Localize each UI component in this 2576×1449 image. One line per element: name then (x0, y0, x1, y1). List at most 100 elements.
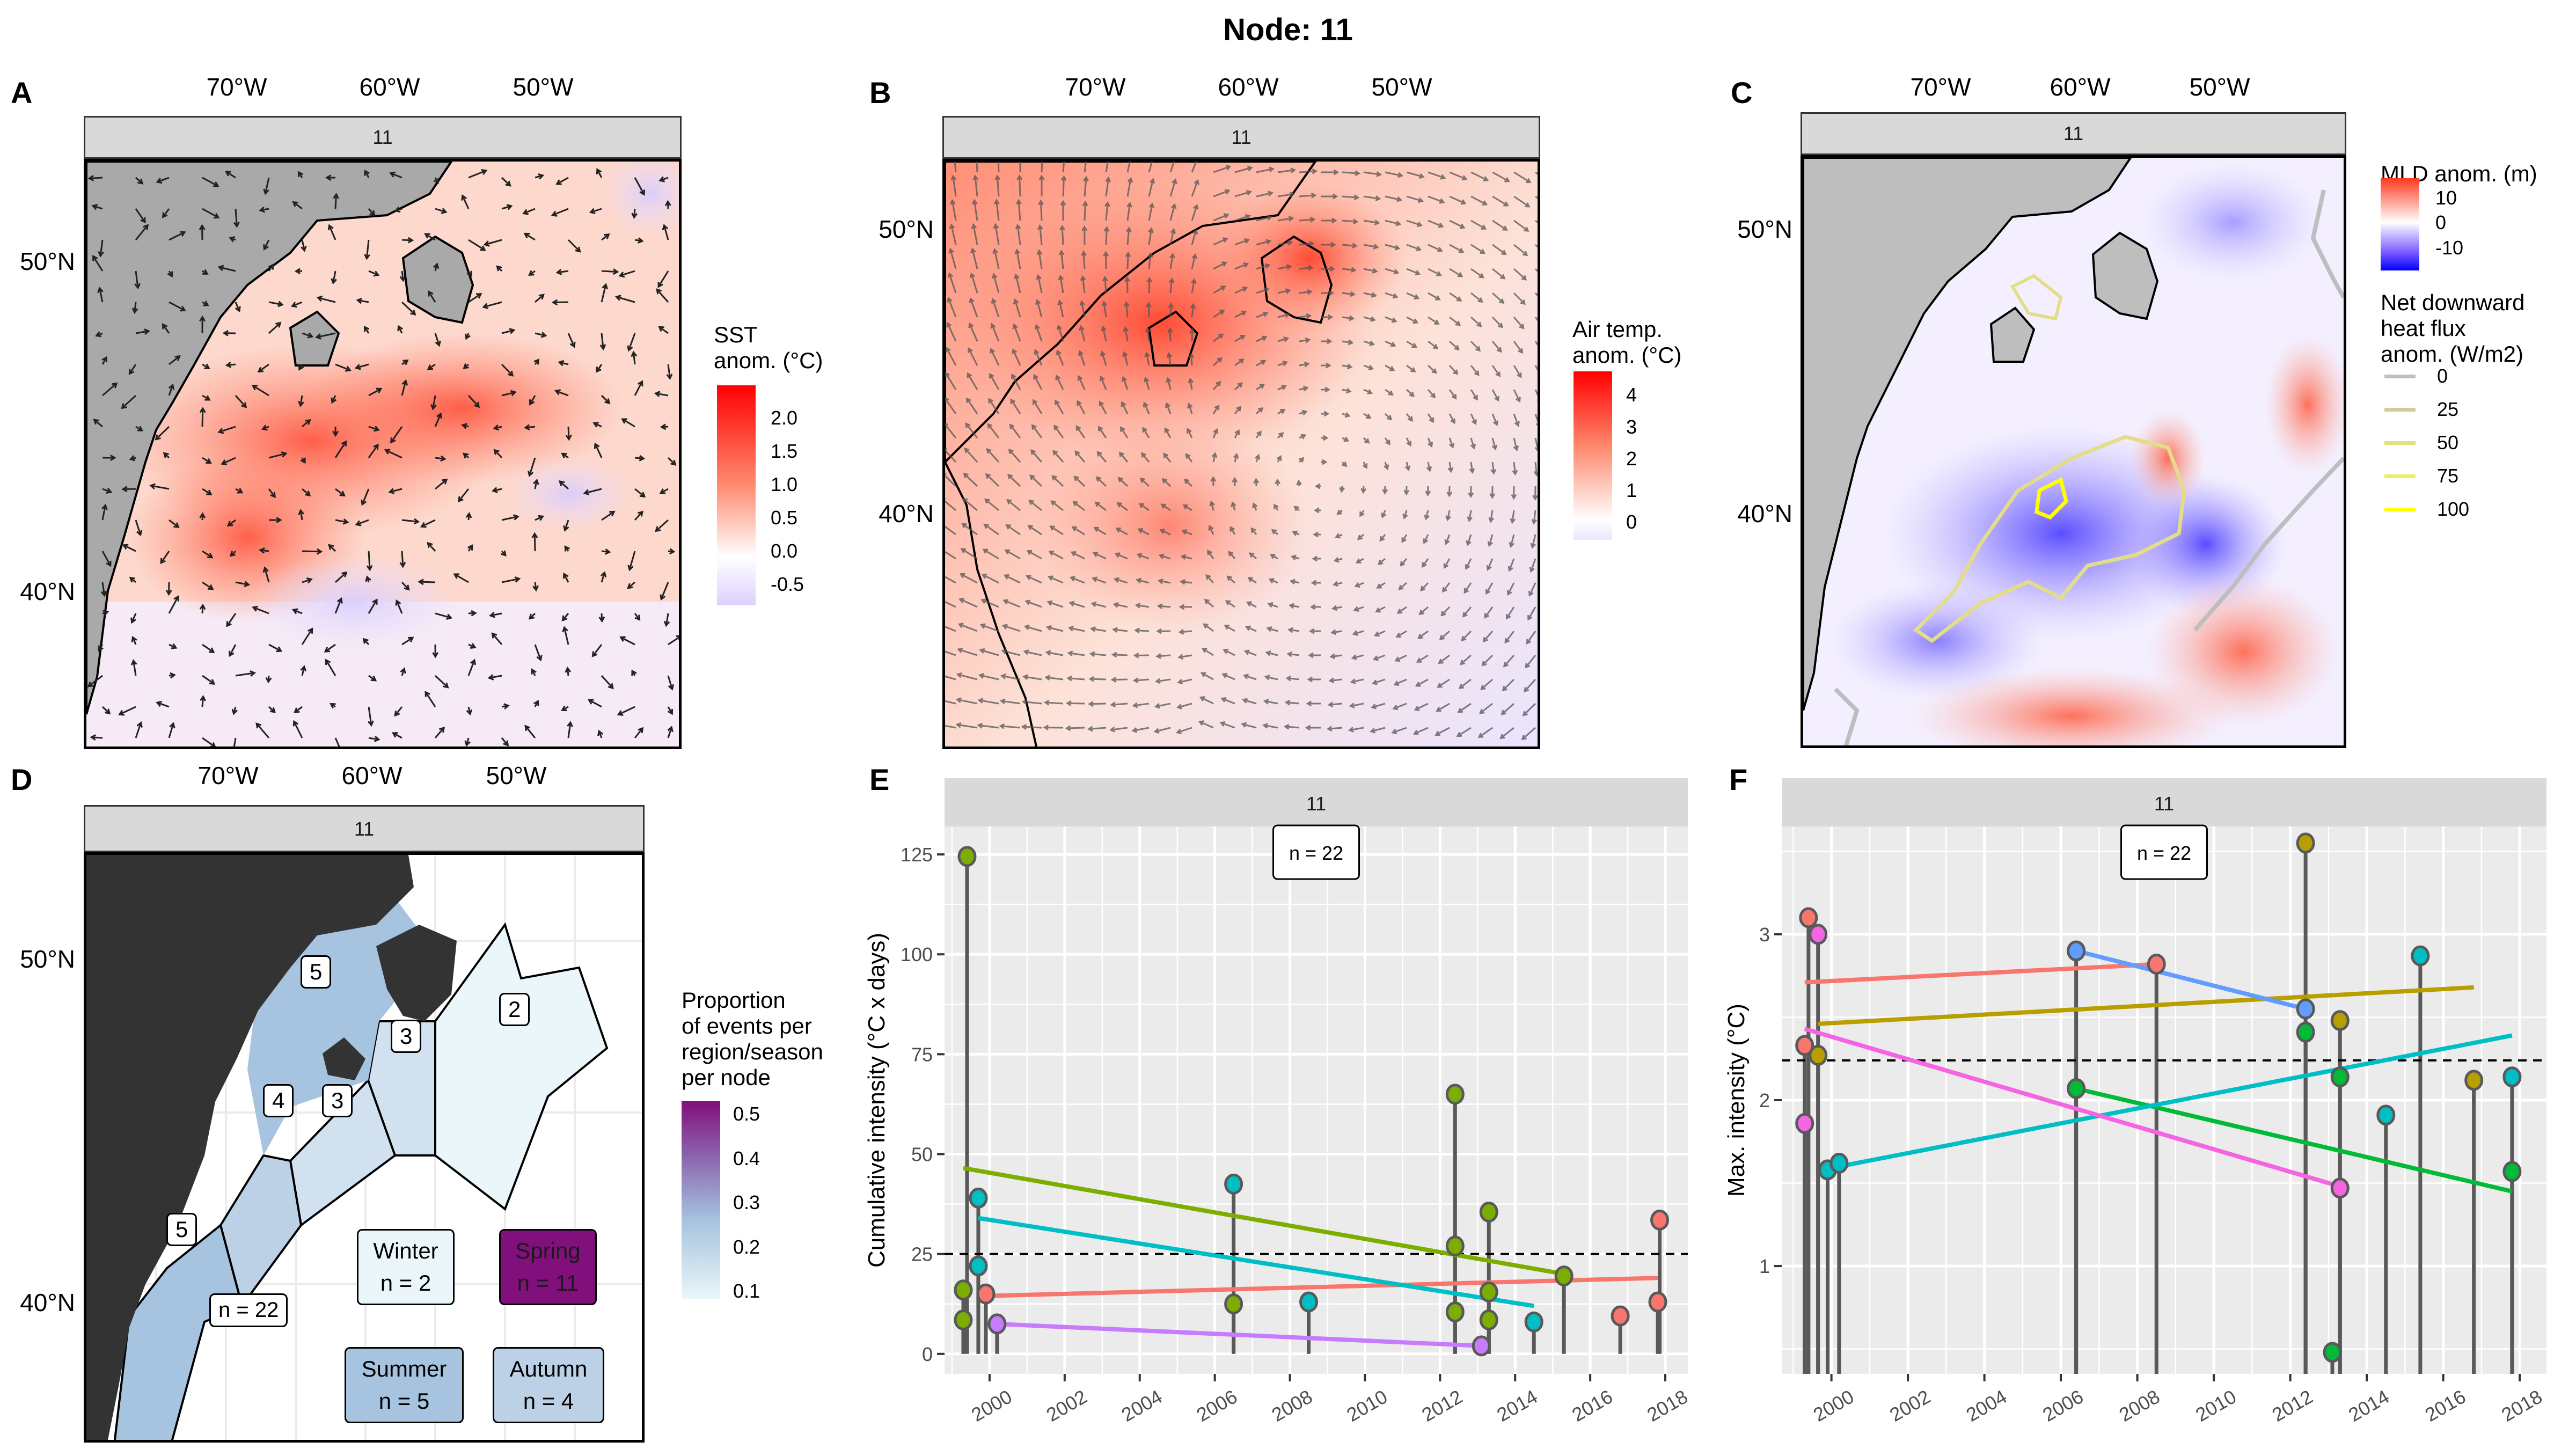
panel-a-legend-tick: 0.0 (771, 540, 798, 562)
x-tick-label: 2000 (1809, 1385, 1857, 1426)
wind-arrow-head (1329, 653, 1336, 660)
wind-arrow (1419, 606, 1429, 615)
wind-arrow-head (210, 742, 216, 747)
panel-d-legend-tick: 0.5 (733, 1103, 760, 1125)
wind-arrow (435, 457, 445, 460)
wind-arrow-head (1100, 350, 1106, 356)
wind-arrow (1156, 678, 1171, 683)
wind-arrow (1094, 527, 1107, 536)
wind-arrow (434, 675, 449, 688)
wind-arrow-head (1097, 426, 1103, 431)
wind-arrow-head (226, 521, 233, 527)
wind-arrow (1428, 171, 1445, 179)
wind-arrow (584, 488, 602, 494)
wind-arrow-head (255, 722, 262, 729)
wind-arrow-head (199, 512, 206, 518)
wind-arrow-head (1448, 443, 1455, 449)
wind-arrow-head (306, 577, 313, 584)
season-box-autumn: Autumn n = 4 (493, 1347, 604, 1423)
wind-arrow-head (1314, 507, 1320, 514)
wind-arrow-head (1393, 680, 1400, 686)
panel-d-total-label: n = 22 (209, 1293, 288, 1327)
wind-arrow (1084, 177, 1087, 197)
y-tick-label: 3 (1759, 924, 1770, 946)
wind-arrow (1001, 700, 1021, 705)
point-gsl (2067, 1078, 2086, 1099)
wind-arrow-head (1492, 420, 1498, 426)
wind-arrow-head (639, 492, 646, 498)
wind-arrow-head (657, 282, 663, 288)
wind-arrow-head (1225, 165, 1232, 171)
wind-arrow (945, 650, 956, 656)
wind-arrow-head (467, 544, 473, 551)
wind-arrow (993, 274, 1000, 294)
wind-arrow-head (1109, 726, 1115, 733)
wind-arrow-head (981, 573, 987, 579)
wind-arrow (634, 727, 643, 738)
wind-arrow-head (1079, 325, 1085, 331)
wind-arrow (618, 706, 635, 715)
wind-arrow-head (1487, 541, 1493, 547)
wind-arrow (1396, 630, 1407, 638)
n-label-box (2120, 824, 2208, 880)
wind-arrow-head (666, 374, 673, 380)
wind-arrow (302, 550, 321, 553)
wind-arrow (524, 725, 536, 738)
flux-legend-label: 50 (2437, 431, 2459, 453)
heat-flux-contour-100 (2035, 477, 2068, 520)
wind-arrow-head (668, 684, 675, 691)
wind-arrow-head (1201, 648, 1208, 653)
wind-arrow-head (1208, 525, 1214, 531)
wind-arrow (1031, 425, 1043, 438)
wind-arrow-head (229, 650, 235, 657)
wind-arrow-head (1021, 724, 1027, 730)
wind-arrow-head (957, 647, 963, 653)
wind-arrow (1481, 678, 1493, 690)
wind-arrow-head (1102, 275, 1108, 282)
wind-arrow (1047, 626, 1064, 632)
wind-arrow-head (1296, 479, 1302, 486)
wind-arrow-head (105, 708, 111, 715)
wind-arrow (335, 488, 345, 496)
wind-arrow-head (1105, 176, 1111, 182)
wind-arrow (1363, 292, 1376, 297)
wind-arrow-head (1176, 704, 1183, 709)
wind-arrow-head (604, 233, 610, 239)
wind-arrow (1078, 376, 1086, 390)
wind-arrow-head (130, 617, 136, 624)
wind-arrow-head (523, 232, 530, 239)
wind-arrow (1470, 219, 1486, 230)
wind-arrow-head (1246, 601, 1252, 607)
wind-arrow-head (1378, 559, 1384, 565)
panel-d-legend-title-line4: per node (682, 1065, 771, 1090)
wind-arrow-head (474, 401, 480, 408)
wind-arrow (401, 636, 413, 646)
wind-arrow-head (1429, 417, 1435, 423)
wind-arrow (1265, 676, 1278, 680)
wind-arrow-head (1484, 613, 1490, 619)
wind-arrow (265, 177, 270, 194)
wind-arrow (1352, 654, 1364, 659)
wind-arrow (421, 519, 436, 528)
wind-arrow-head (265, 677, 272, 684)
wind-arrow (501, 205, 512, 210)
wind-arrow (1092, 603, 1107, 608)
wind-arrow-head (1438, 222, 1444, 228)
wind-arrow (1143, 402, 1150, 414)
wind-arrow-head (1117, 477, 1123, 482)
wind-arrow-head (1309, 628, 1315, 634)
wind-arrow-head (1071, 526, 1077, 532)
wind-arrow (1328, 727, 1343, 730)
wind-arrow (1081, 301, 1086, 318)
wind-arrow-head (1031, 424, 1037, 430)
wind-arrow (1448, 462, 1452, 472)
wind-arrow-head (1499, 734, 1505, 740)
wind-arrow (1075, 426, 1086, 438)
wind-arrow (1016, 225, 1021, 245)
wind-arrow-head (203, 301, 209, 306)
wind-arrow (401, 380, 407, 396)
wind-arrow (1277, 338, 1288, 342)
wind-arrow-head (945, 347, 951, 353)
point-autumn (1611, 1305, 1630, 1327)
wind-arrow-head (1224, 189, 1231, 195)
